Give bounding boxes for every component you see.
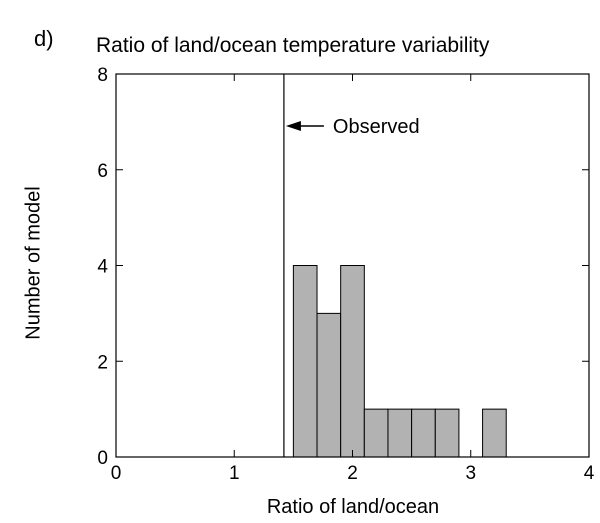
y-tick-label-1: 2 bbox=[97, 352, 108, 373]
histogram-bar-3 bbox=[363, 408, 389, 458]
y-tick-label-3: 6 bbox=[97, 161, 108, 182]
y-tick-label-4: 8 bbox=[97, 65, 108, 86]
x-tick-label-4: 4 bbox=[584, 463, 595, 484]
histogram-bar-0 bbox=[292, 265, 318, 458]
y-tick-label-0: 0 bbox=[97, 448, 108, 469]
histogram-bar-4 bbox=[387, 408, 413, 458]
x-tick-label-0: 0 bbox=[111, 463, 122, 484]
histogram-bar-5 bbox=[411, 408, 436, 458]
x-tick-label-3: 3 bbox=[465, 463, 476, 484]
histogram-bar-1 bbox=[316, 312, 342, 458]
observed-arrow-head bbox=[285, 121, 301, 131]
histogram-bar-2 bbox=[340, 265, 365, 458]
y-tick-label-2: 4 bbox=[97, 257, 108, 278]
chart-title: Ratio of land/ocean temperature variabil… bbox=[96, 34, 490, 57]
histogram-bar-6 bbox=[434, 408, 460, 458]
x-tick-label-2: 2 bbox=[347, 463, 358, 484]
x-tick-label-1: 1 bbox=[229, 463, 240, 484]
observed-label: Observed bbox=[333, 116, 420, 138]
histogram-bar-7 bbox=[482, 408, 507, 458]
x-axis-label: Ratio of land/ocean bbox=[266, 496, 440, 518]
panel-label: d) bbox=[34, 26, 54, 51]
